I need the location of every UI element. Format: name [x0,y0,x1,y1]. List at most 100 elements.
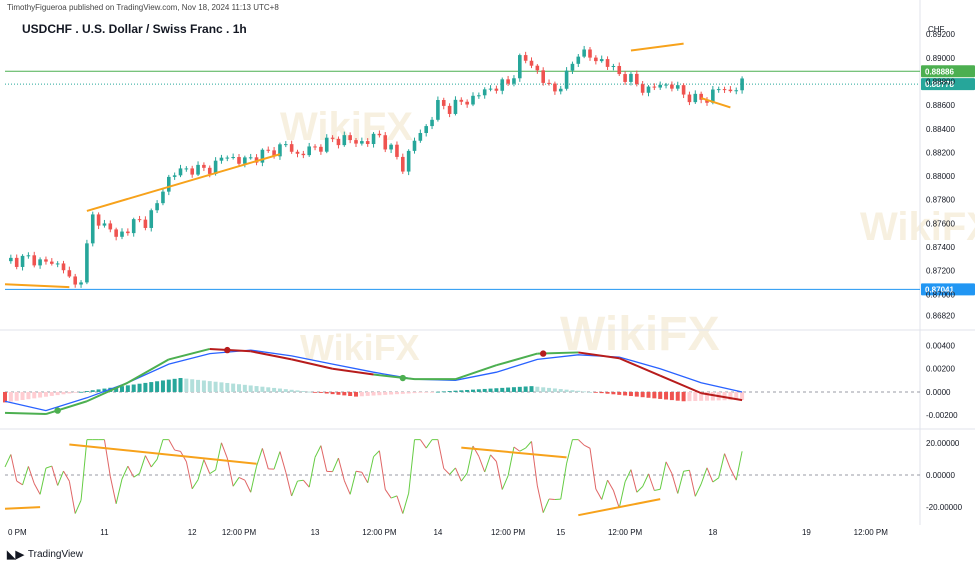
signal-line-segment [578,351,620,360]
oscillator-segment [80,439,88,501]
oscillator-segment [595,488,603,500]
candle-body [219,157,224,161]
oscillator-segment [203,459,211,474]
oscillator-segment [150,459,158,468]
oscillator-segment [349,471,357,495]
macd-histogram-bar [365,391,370,396]
candle-body [38,259,42,266]
oscillator-segment [724,453,731,469]
macd-histogram-bar [646,391,651,398]
currency-label: CHF [928,25,945,34]
tradingview-logo-icon: ◣▶ [7,549,24,561]
oscillator-segment [174,449,181,452]
time-tick-label: 0 PM [8,528,27,537]
osc-tick-label: 20.00000 [926,439,960,448]
price-tick-label: 0.86820 [926,312,955,321]
candle-body [441,100,446,106]
oscillator-segment [466,445,474,474]
macd-histogram-bar [14,391,19,401]
oscillator-segment [68,481,76,514]
macd-histogram-bar [547,387,552,392]
macd-histogram-bar [371,391,376,396]
candle-body [658,84,662,88]
macd-histogram-bar [20,391,25,400]
macd-histogram-bar [465,389,470,392]
macd-histogram-bar [307,391,312,393]
candle-body [599,59,604,62]
oscillator-segment [343,480,351,495]
signal-line-segment [659,374,702,395]
candle-body [137,219,142,221]
macd-histogram-bar [283,389,288,392]
candle-body [155,203,159,211]
candle-body [465,101,469,105]
macd-histogram-bar [535,386,540,392]
macd-histogram-bar [26,391,31,400]
candle-body [564,70,569,89]
macd-histogram-bar [576,390,581,392]
candle-body [588,49,592,58]
macd-histogram-bar [412,391,417,394]
oscillator-segment [384,489,392,499]
macd-histogram-bar [196,379,201,392]
macd-histogram-bar [494,388,499,392]
oscillator-segment [33,483,41,495]
candle-body [143,219,148,228]
oscillator-segment [45,465,52,469]
footer-brand[interactable]: ◣▶ TradingView [7,548,83,561]
macd-histogram-bar [254,386,259,392]
macd-histogram-bar [102,388,107,392]
oscillator-segment [624,469,632,482]
macd-histogram-bar [734,391,739,400]
macd-histogram-bar [120,386,124,392]
macd-histogram-bar [406,391,411,394]
candle-body [477,95,481,97]
candle-body [406,150,411,172]
oscillator-segment [396,495,404,514]
macd-histogram-bar [143,382,148,392]
oscillator-segment [460,472,468,482]
macd-histogram-bar [213,381,218,392]
oscillator-segment [490,454,497,462]
macd-histogram-bar [318,391,323,393]
macd-histogram-bar [506,387,511,392]
crossover-marker [540,350,547,357]
macd-histogram-bar [207,381,212,392]
macd-histogram-bar [652,391,657,399]
oscillator-segment [51,465,59,486]
oscillator-segment [630,469,638,493]
oscillator-segment [337,457,345,481]
oscillator-segment [712,477,719,483]
oscillator-segment [478,456,486,473]
macd-histogram-bar [669,391,674,401]
oscillator-segment [238,476,246,481]
macd-histogram-bar [500,387,505,392]
candle-body [67,270,72,277]
candle-body [284,144,288,146]
oscillator-segment [367,456,375,483]
oscillator-segment [103,439,111,477]
candle-body [73,276,77,285]
macd-histogram-bar [588,391,592,393]
macd-histogram-bar [593,391,598,393]
macd-histogram-bar [523,386,528,392]
oscillator-segment [63,470,70,482]
macd-histogram-bar [430,391,435,393]
candle-body [675,85,680,89]
candle-body [190,168,194,175]
candle-body [207,167,212,174]
candle-body [605,59,610,67]
macd-histogram-bar [61,391,66,395]
time-tick-label: 12:00 PM [491,528,526,537]
grid [0,0,975,525]
oscillator-segment [642,473,649,487]
oscillator-segment [607,479,614,491]
macd-histogram-bar [453,390,458,392]
candle-body [96,214,101,226]
macd-histogram-bar [149,382,154,392]
signal-line-segment [700,392,743,402]
candle-body [301,153,306,156]
candle-body [652,86,657,88]
macd-histogram-bar [628,391,633,397]
